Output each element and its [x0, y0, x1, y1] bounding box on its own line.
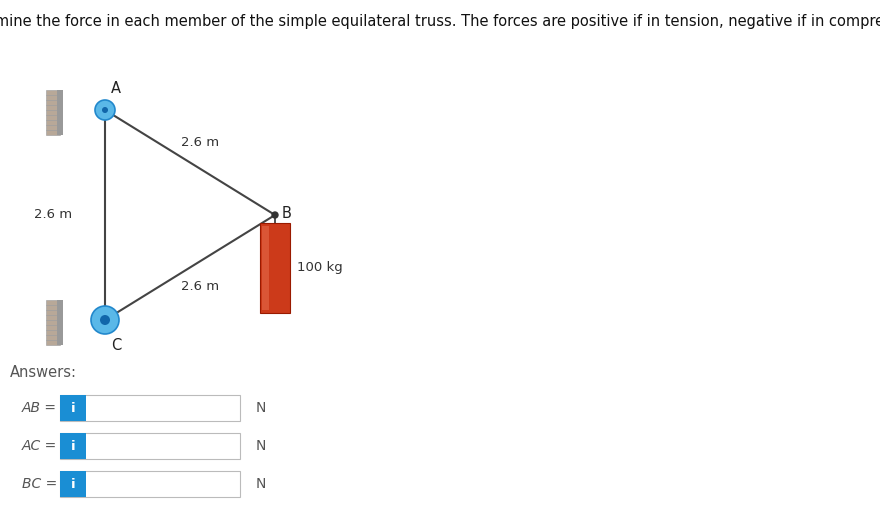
Bar	[262, 226, 269, 310]
Text: i: i	[70, 402, 76, 414]
Text: 2.6 m: 2.6 m	[181, 279, 219, 293]
Text: i: i	[70, 439, 76, 453]
Circle shape	[272, 212, 278, 218]
Bar	[60, 395, 240, 421]
Text: BC =: BC =	[22, 477, 57, 491]
Bar	[46, 310, 60, 314]
Text: i: i	[70, 478, 76, 491]
Circle shape	[100, 315, 110, 325]
Bar	[60, 433, 86, 459]
Text: B: B	[282, 205, 292, 220]
Text: C: C	[111, 338, 121, 353]
Text: N: N	[256, 439, 267, 453]
Bar	[46, 95, 60, 99]
Bar	[46, 120, 60, 124]
Bar	[46, 340, 60, 345]
Bar	[57, 300, 63, 345]
Bar	[60, 471, 240, 497]
Bar	[46, 305, 60, 310]
Bar	[46, 330, 60, 335]
Text: 2.6 m: 2.6 m	[181, 136, 219, 148]
Bar	[46, 115, 60, 120]
Bar	[46, 105, 60, 110]
Bar	[60, 433, 240, 459]
Circle shape	[95, 100, 115, 120]
Bar	[46, 315, 60, 320]
Circle shape	[91, 306, 119, 334]
Text: AC =: AC =	[22, 439, 57, 453]
Bar	[46, 100, 60, 104]
Bar	[46, 335, 60, 339]
Bar	[260, 223, 290, 313]
Text: N: N	[256, 477, 267, 491]
Bar	[46, 300, 60, 304]
Bar	[60, 471, 86, 497]
Text: 100 kg: 100 kg	[297, 262, 342, 275]
Bar	[57, 90, 63, 135]
Text: A: A	[111, 81, 121, 96]
Circle shape	[102, 107, 108, 113]
Bar	[46, 110, 60, 114]
Text: Answers:: Answers:	[10, 365, 77, 380]
Bar	[46, 320, 60, 325]
Bar	[60, 395, 86, 421]
Bar	[46, 125, 60, 129]
Bar	[46, 90, 60, 95]
Text: Determine the force in each member of the simple equilateral truss. The forces a: Determine the force in each member of th…	[0, 14, 880, 29]
Bar	[46, 325, 60, 329]
Text: 2.6 m: 2.6 m	[34, 209, 72, 221]
Text: AB =: AB =	[22, 401, 57, 415]
Bar	[46, 130, 60, 135]
Text: N: N	[256, 401, 267, 415]
